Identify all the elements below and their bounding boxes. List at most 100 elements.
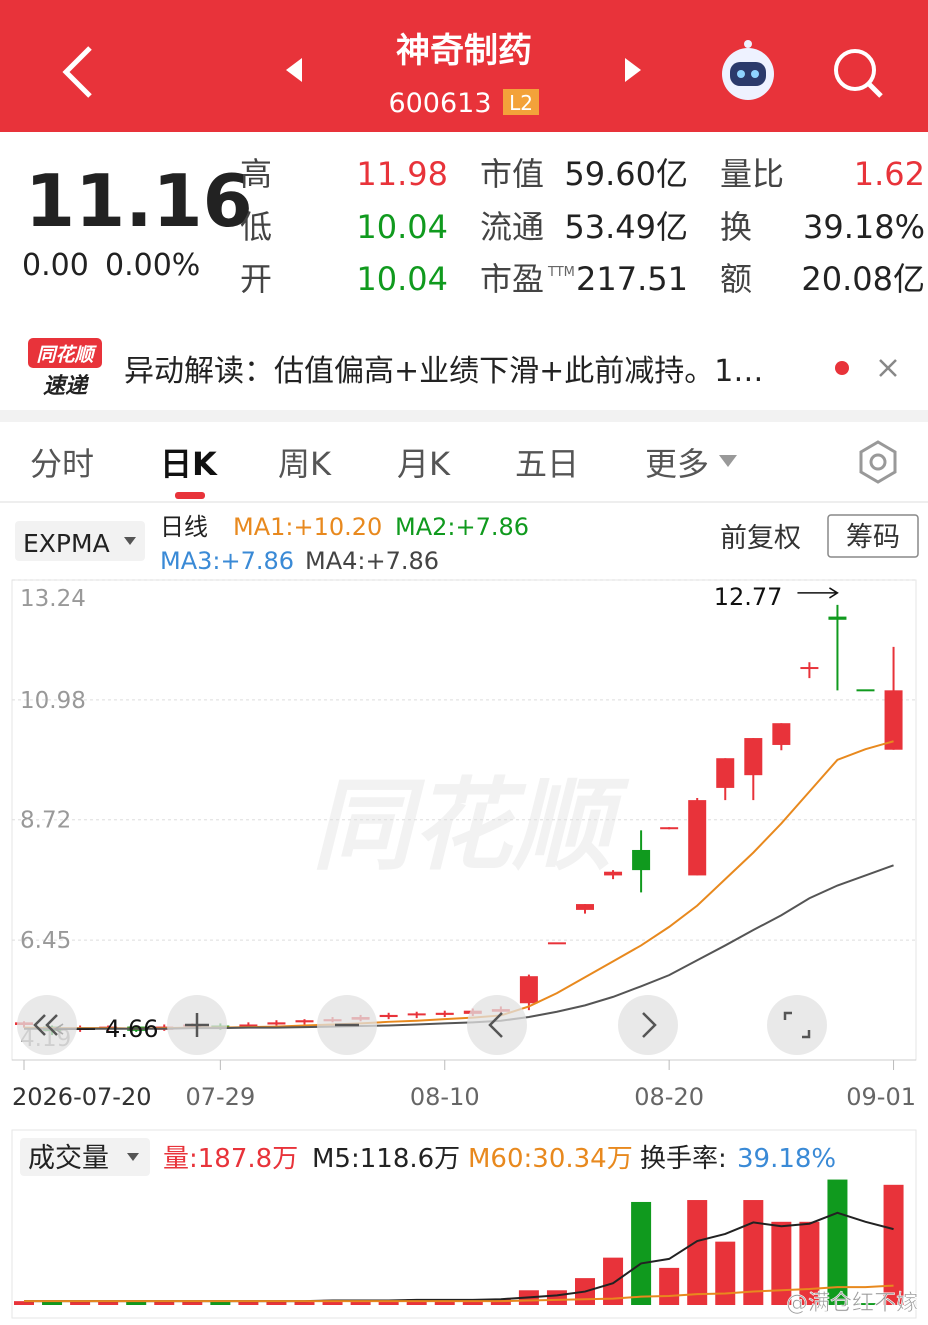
candle-body (800, 667, 819, 670)
volume-bar (182, 1301, 203, 1305)
dropdown-arrow (124, 537, 136, 545)
ma-line (24, 1284, 894, 1303)
volume-select[interactable] (20, 1138, 150, 1176)
ma-line (24, 864, 894, 1030)
robot-button[interactable] (722, 40, 774, 100)
candle-body (688, 800, 707, 876)
news-brand: 同花顺 (36, 344, 97, 366)
candle-body (716, 758, 735, 788)
tab-dropdown (719, 455, 737, 467)
m5-value: M5:118.6万 (312, 1144, 460, 1174)
candle-body (407, 1013, 426, 1016)
volume-bar (14, 1301, 34, 1305)
candle-body (632, 849, 651, 871)
badge-bg (503, 89, 539, 115)
volume-bar (631, 1201, 652, 1305)
turnover-label: 换手率: (640, 1144, 727, 1174)
volume-bar (546, 1290, 567, 1305)
tab[interactable]: 五日 (515, 445, 579, 483)
nav-right[interactable] (618, 995, 678, 1055)
last-price: 11.16 (25, 159, 253, 243)
candle-body (828, 616, 847, 620)
stat-value: 1.62 (854, 155, 925, 193)
candle-body (519, 976, 538, 1004)
candle-body (772, 723, 791, 745)
candle-body (576, 904, 594, 910)
candle-body (295, 1020, 314, 1023)
x-tick-label: 09-01 (846, 1083, 916, 1111)
volume-bar (70, 1301, 91, 1305)
volume-bar (715, 1241, 736, 1305)
stat-value: 39.18% (803, 208, 925, 246)
unread-dot (835, 361, 849, 375)
volume-bar (238, 1300, 259, 1305)
nav-zoom-in[interactable] (167, 995, 227, 1055)
volume-bar (883, 1184, 904, 1305)
stat-value: 11.98 (356, 155, 448, 193)
stat-label-sup: TTM (547, 265, 575, 280)
search-button[interactable] (834, 49, 883, 98)
chart-layer: 13.2410.988.726.454.192026-07-2007-2908-… (12, 579, 916, 1111)
turnover-value: 39.18% (737, 1144, 836, 1174)
candle-body (547, 942, 566, 945)
tab[interactable]: 日K (160, 445, 218, 483)
tab-indicator (175, 492, 205, 499)
stat-label: 量比 (720, 155, 784, 193)
volume-bar (210, 1301, 231, 1305)
volume-bar (603, 1257, 624, 1305)
badge: L2 (509, 91, 533, 115)
news-text[interactable]: 异动解读：估值偏高+业绩下滑+此前减持。1… (124, 354, 763, 389)
stat-label: 开 (240, 260, 272, 298)
volume-bar (42, 1300, 63, 1305)
annotation-label: 12.77 (714, 583, 783, 611)
candle-body (884, 690, 903, 750)
nav-fullscreen[interactable] (767, 995, 827, 1055)
tab[interactable]: 分时 (30, 445, 94, 483)
stat-label: 市盈 (480, 260, 544, 298)
ma-label: MA2:+7.86 (395, 513, 529, 541)
ma-label: MA1:+10.20 (233, 513, 382, 541)
nav-left[interactable] (467, 995, 527, 1055)
nav-zoom-out[interactable] (317, 995, 377, 1055)
settings-button[interactable] (859, 440, 897, 484)
ma-label: MA4:+7.86 (305, 547, 439, 575)
tab[interactable]: 月K (397, 445, 451, 483)
y-tick-label: 6.45 (20, 928, 71, 954)
stat-label: 额 (720, 260, 752, 298)
chips-button[interactable] (827, 514, 919, 558)
stat-label: 高 (240, 155, 272, 193)
news-logo (28, 338, 102, 368)
x-tick-label: 08-10 (410, 1083, 480, 1111)
stat-value: 217.51 (576, 260, 688, 298)
prev-stock[interactable] (286, 58, 302, 82)
next-stock[interactable] (625, 58, 641, 82)
x-tick-label: 2026-07-20 (12, 1083, 151, 1111)
price-change: 0.00 (22, 248, 89, 283)
tab[interactable]: 周K (278, 445, 332, 483)
annotation-label: 4.66 (105, 1015, 158, 1043)
close-news[interactable] (879, 359, 897, 377)
stat-value: 10.04 (356, 208, 448, 246)
tabs: 分时 日K 周K 月K 五日 更多 (30, 445, 737, 499)
candle-body (267, 1022, 286, 1025)
header-bar (0, 0, 928, 132)
m60-value: M60:30.34万 (468, 1144, 633, 1174)
indicator-select[interactable] (15, 521, 145, 561)
stock-name: 神奇制药 (396, 31, 532, 71)
volume-bar (378, 1299, 399, 1305)
separator (0, 410, 928, 422)
volume-bar (799, 1221, 820, 1305)
nav-rewind[interactable] (17, 995, 77, 1055)
back-button[interactable] (62, 46, 92, 98)
candle-body (239, 1024, 258, 1027)
volume-bar (687, 1200, 708, 1305)
adjust-button[interactable]: 前复权 (720, 523, 801, 554)
volume-bar (350, 1300, 371, 1305)
volume-bar (322, 1299, 343, 1305)
volume-layer (14, 1179, 904, 1305)
tab[interactable]: 更多 (645, 445, 709, 483)
volume-bar (434, 1299, 455, 1305)
stat-value: 20.08亿 (801, 260, 925, 298)
stat-label: 流通 (480, 208, 544, 246)
